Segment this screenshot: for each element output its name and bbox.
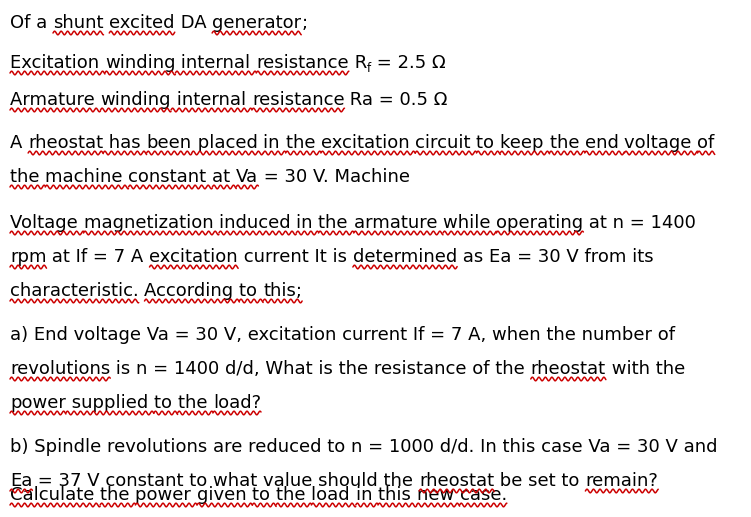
Text: A: A (10, 134, 28, 152)
Text: ;: ; (301, 14, 307, 32)
Text: supplied: supplied (66, 394, 154, 412)
Text: winding: winding (101, 91, 171, 109)
Text: to: to (240, 282, 263, 300)
Text: as Ea = 30 V from its: as Ea = 30 V from its (457, 248, 654, 266)
Text: Calculate: Calculate (10, 486, 100, 504)
Text: power: power (10, 394, 66, 412)
Text: in: in (296, 214, 318, 232)
Text: resistance: resistance (252, 91, 345, 109)
Text: armature: armature (354, 214, 443, 232)
Text: Voltage: Voltage (10, 214, 83, 232)
Text: at n = 1400: at n = 1400 (584, 214, 696, 232)
Text: this: this (378, 486, 417, 504)
Text: the: the (550, 134, 585, 152)
Text: the: the (276, 486, 312, 504)
Text: According: According (144, 282, 240, 300)
Text: rheostat: rheostat (531, 360, 606, 378)
Text: circuit: circuit (415, 134, 476, 152)
Text: at: at (213, 168, 237, 186)
Text: rheostat: rheostat (28, 134, 103, 152)
Text: new: new (417, 486, 460, 504)
Text: rheostat: rheostat (419, 472, 494, 490)
Text: load?: load? (213, 394, 261, 412)
Text: at If = 7 A: at If = 7 A (47, 248, 149, 266)
Text: shunt: shunt (53, 14, 104, 32)
Text: internal: internal (171, 91, 252, 109)
Text: case.: case. (460, 486, 507, 504)
Text: with the: with the (606, 360, 685, 378)
Text: determined: determined (353, 248, 457, 266)
Text: constant: constant (128, 168, 213, 186)
Text: end: end (585, 134, 624, 152)
Text: Va: Va (237, 168, 258, 186)
Text: in: in (356, 486, 378, 504)
Text: internal: internal (176, 54, 256, 72)
Text: load: load (312, 486, 356, 504)
Text: current It is: current It is (238, 248, 353, 266)
Text: this;: this; (263, 282, 302, 300)
Text: given: given (197, 486, 252, 504)
Text: R: R (349, 54, 367, 72)
Text: winding: winding (105, 54, 176, 72)
Text: of: of (698, 134, 715, 152)
Text: magnetization: magnetization (83, 214, 219, 232)
Text: been: been (146, 134, 192, 152)
Text: the: the (178, 394, 213, 412)
Text: the: the (285, 134, 321, 152)
Text: DA: DA (175, 14, 212, 32)
Text: Ea: Ea (10, 472, 32, 490)
Text: the: the (100, 486, 135, 504)
Text: resistance: resistance (256, 54, 349, 72)
Text: b) Spindle revolutions are reduced to n = 1000 d/d. In this case Va = 30 V and: b) Spindle revolutions are reduced to n … (10, 438, 717, 456)
Text: generator: generator (212, 14, 301, 32)
Text: be set to: be set to (494, 472, 585, 490)
Text: Ra = 0.5 Ω: Ra = 0.5 Ω (345, 91, 448, 109)
Text: revolutions: revolutions (10, 360, 110, 378)
Text: to: to (252, 486, 276, 504)
Text: = 2.5 Ω: = 2.5 Ω (371, 54, 446, 72)
Text: induced: induced (219, 214, 296, 232)
Text: to: to (476, 134, 500, 152)
Text: has: has (103, 134, 146, 152)
Text: remain?: remain? (585, 472, 658, 490)
Text: excitation: excitation (321, 134, 415, 152)
Text: rpm: rpm (10, 248, 47, 266)
Text: excited: excited (109, 14, 175, 32)
Text: = 37 V constant to what value should the: = 37 V constant to what value should the (32, 472, 419, 490)
Text: f: f (367, 62, 371, 75)
Text: = 30 V. Machine: = 30 V. Machine (258, 168, 410, 186)
Text: power: power (135, 486, 197, 504)
Text: excitation: excitation (149, 248, 238, 266)
Text: voltage: voltage (624, 134, 698, 152)
Text: to: to (154, 394, 178, 412)
Text: the: the (10, 168, 45, 186)
Text: placed: placed (192, 134, 264, 152)
Text: characteristic.: characteristic. (10, 282, 139, 300)
Text: a) End voltage Va = 30 V, excitation current If = 7 A, when the number of: a) End voltage Va = 30 V, excitation cur… (10, 326, 675, 344)
Text: while: while (443, 214, 496, 232)
Text: is n = 1400 d/d, What is the resistance of the: is n = 1400 d/d, What is the resistance … (110, 360, 531, 378)
Text: in: in (264, 134, 285, 152)
Text: machine: machine (45, 168, 128, 186)
Text: Of a: Of a (10, 14, 53, 32)
Text: keep: keep (500, 134, 550, 152)
Text: Armature: Armature (10, 91, 101, 109)
Text: operating: operating (496, 214, 584, 232)
Text: the: the (318, 214, 354, 232)
Text: Excitation: Excitation (10, 54, 105, 72)
